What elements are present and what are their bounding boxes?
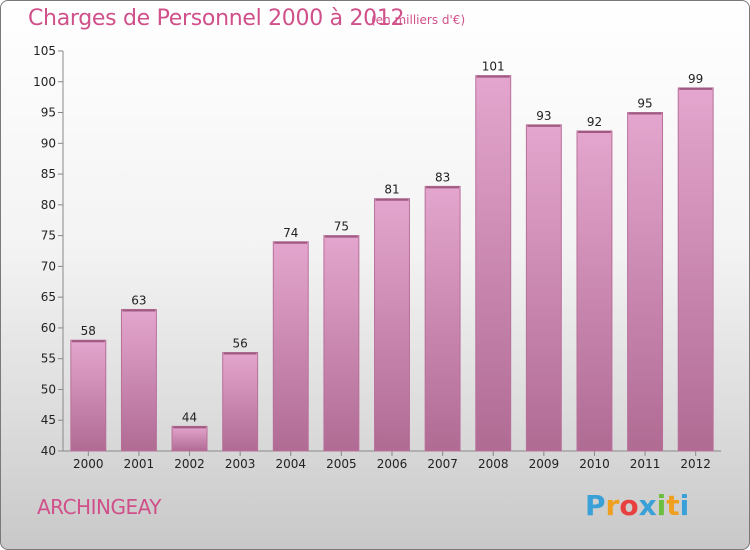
bar xyxy=(677,87,714,452)
x-tick-label: 2007 xyxy=(427,457,458,471)
y-tick-label: 105 xyxy=(33,44,56,58)
y-tick-label: 80 xyxy=(41,198,56,212)
bar xyxy=(525,124,562,452)
chart-unit: (en milliers d'€) xyxy=(371,13,466,27)
data-label: 81 xyxy=(384,183,399,197)
data-label: 74 xyxy=(283,226,298,240)
y-tick-label: 55 xyxy=(41,352,56,366)
bar xyxy=(576,130,613,452)
bar xyxy=(70,339,107,452)
y-tick-label: 85 xyxy=(41,167,56,181)
y-tick-label: 65 xyxy=(41,290,56,304)
x-tick-label: 2011 xyxy=(630,457,661,471)
data-label: 93 xyxy=(536,109,551,123)
x-tick-label: 2004 xyxy=(275,457,306,471)
bar xyxy=(424,185,461,452)
y-tick-label: 45 xyxy=(41,413,56,427)
bar xyxy=(222,352,259,452)
logo-letter: i xyxy=(679,489,690,522)
x-tick-label: 2003 xyxy=(225,457,256,471)
data-label: 63 xyxy=(131,293,146,307)
logo-letter: r xyxy=(605,489,620,522)
data-label: 101 xyxy=(482,60,505,74)
bar xyxy=(323,235,360,452)
data-label: 56 xyxy=(233,337,248,351)
value-labels: 58 63 44 56 74 75 81 83 101 93 92 95 99 xyxy=(81,60,704,425)
data-label: 99 xyxy=(688,72,703,86)
bar xyxy=(272,241,309,452)
x-tick-label: 2008 xyxy=(478,457,509,471)
bar xyxy=(374,198,410,452)
x-tick-labels: 2000 2001 2002 2003 2004 2005 2006 2007 2008 2009… xyxy=(73,457,711,471)
bar xyxy=(171,425,208,452)
chart-title: Charges de Personnel 2000 à 2012 xyxy=(28,6,405,31)
logo-letter: t xyxy=(666,489,680,522)
y-tick-label: 70 xyxy=(41,259,56,273)
x-tick-label: 2009 xyxy=(529,457,560,471)
logo-letter: x xyxy=(638,489,657,522)
y-tick-label: 100 xyxy=(33,75,56,89)
commune-name: ARCHINGEAY xyxy=(37,495,161,519)
y-tick-label: 60 xyxy=(41,321,56,335)
x-tick-label: 2010 xyxy=(579,457,610,471)
logo-letter: P xyxy=(585,489,606,522)
y-tick-label: 50 xyxy=(41,382,56,396)
logo-letter: i xyxy=(656,489,667,522)
bar xyxy=(120,308,157,452)
x-tick-label: 2001 xyxy=(124,457,155,471)
x-tick-label: 2012 xyxy=(680,457,711,471)
data-label: 83 xyxy=(435,170,450,184)
x-tick-label: 2000 xyxy=(73,457,104,471)
y-tick-label: 40 xyxy=(41,444,56,458)
x-tick-label: 2005 xyxy=(326,457,357,471)
y-tick-labels: 40 45 50 55 60 65 70 75 80 85 90 95 100 105 xyxy=(33,44,56,458)
x-tick-label: 2006 xyxy=(377,457,408,471)
bars xyxy=(70,75,714,452)
x-tick-label: 2002 xyxy=(174,457,205,471)
data-label: 44 xyxy=(182,410,197,424)
data-label: 75 xyxy=(334,220,349,234)
bar xyxy=(475,75,512,452)
data-label: 58 xyxy=(81,324,96,338)
bar xyxy=(627,112,664,452)
proxiti-logo: Proxiti xyxy=(585,489,689,522)
data-label: 92 xyxy=(587,115,602,129)
logo-letter: o xyxy=(619,489,639,522)
y-tick-label: 95 xyxy=(41,106,56,120)
y-tick-label: 90 xyxy=(41,136,56,150)
data-label: 95 xyxy=(637,97,652,111)
y-tick-label: 75 xyxy=(41,229,56,243)
